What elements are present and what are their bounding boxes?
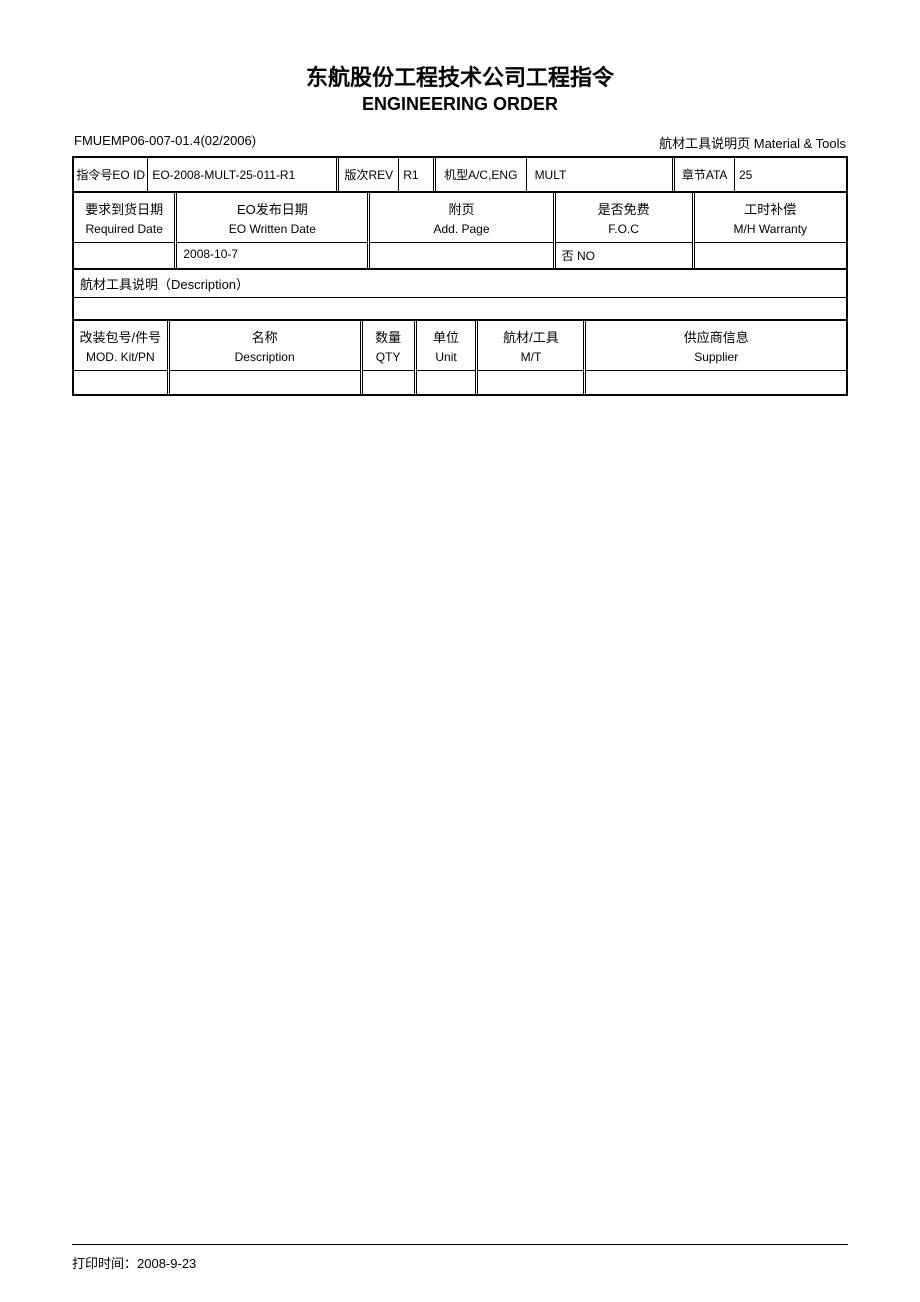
description-body [74,297,846,319]
parts-col-value [417,370,476,394]
form-code: FMUEMP06-007-01.4(02/2006) [74,133,256,152]
col-label-en: QTY [367,350,410,364]
eo-id-value: EO-2008-MULT-25-011-R1 [147,158,336,191]
parts-col-value [478,370,583,394]
col-label-zh: 供应商信息 [590,327,841,346]
footer: 打印时间：2008-9-23 [72,1244,848,1272]
col-label-zh: 附页 [374,199,548,218]
parts-col: 供应商信息 Supplier [583,321,845,394]
dates-col-value [74,242,174,268]
parts-col: 航材/工具 M/T [475,321,583,394]
col-label-en: Supplier [590,350,841,364]
parts-col-header: 航材/工具 M/T [478,321,583,370]
dates-col-value [695,242,846,268]
meta-row: FMUEMP06-007-01.4(02/2006) 航材工具说明页 Mater… [72,133,848,152]
parts-col-value [170,370,360,394]
parts-col: 单位 Unit [414,321,476,394]
col-label-en: F.O.C [560,222,688,236]
col-label-zh: EO发布日期 [181,199,363,218]
col-label-zh: 数量 [367,327,410,346]
col-label-en: M/H Warranty [699,222,842,236]
print-time: 打印时间：2008-9-23 [72,1253,848,1272]
col-label-zh: 改装包号/件号 [78,327,163,346]
parts-col-header: 供应商信息 Supplier [586,321,845,370]
dates-col-header: 工时补偿 M/H Warranty [695,193,846,242]
parts-col-header: 数量 QTY [363,321,414,370]
dates-col-header: 是否免费 F.O.C [556,193,692,242]
dates-col: 附页 Add. Page [367,193,552,268]
dates-col-header: 要求到货日期 Required Date [74,193,174,242]
identity-row: 指令号EO ID EO-2008-MULT-25-011-R1 版次REV R1… [74,158,846,193]
parts-col-header: 单位 Unit [417,321,476,370]
page-label: 航材工具说明页 Material & Tools [659,133,846,152]
col-label-zh: 工时补偿 [699,199,842,218]
rev-value: R1 [398,158,433,191]
col-label-zh: 要求到货日期 [78,199,170,218]
description-block: 航材工具说明（Description） [74,268,846,319]
dates-col: 工时补偿 M/H Warranty [692,193,846,268]
parts-col-header: 名称 Description [170,321,360,370]
main-table: 指令号EO ID EO-2008-MULT-25-011-R1 版次REV R1… [72,156,848,396]
dates-col-value: 否 NO [556,242,692,268]
dates-col: 要求到货日期 Required Date [74,193,174,268]
ac-value: MULT [526,158,673,191]
print-label: 打印时间： [72,1256,137,1271]
dates-row: 要求到货日期 Required Date EO发布日期 EO Written Date… [74,193,846,268]
dates-col-value: 2008-10-7 [177,242,367,268]
col-label-zh: 名称 [174,327,356,346]
col-label-en: Description [174,350,356,364]
col-label-zh: 航材/工具 [482,327,579,346]
col-label-en: Add. Page [374,222,548,236]
col-label-en: Required Date [78,222,170,236]
parts-col: 名称 Description [167,321,360,394]
description-label: 航材工具说明（Description） [74,270,846,297]
dates-col-value [370,242,552,268]
parts-row: 改装包号/件号 MOD. Kit/PN 名称 Description 数量 QTY 单位 Un… [74,319,846,394]
col-label-en: EO Written Date [181,222,363,236]
parts-col: 数量 QTY [360,321,414,394]
col-label-en: Unit [421,350,472,364]
title-en: ENGINEERING ORDER [72,94,848,115]
col-label-zh: 单位 [421,327,472,346]
parts-col: 改装包号/件号 MOD. Kit/PN [74,321,167,394]
dates-col-header: 附页 Add. Page [370,193,552,242]
ata-label: 章节ATA [672,158,734,191]
col-label-en: M/T [482,350,579,364]
document-header: 东航股份工程技术公司工程指令 ENGINEERING ORDER [72,60,848,115]
rev-label: 版次REV [336,158,398,191]
ata-value: 25 [734,158,846,191]
col-label-en: MOD. Kit/PN [78,350,163,364]
footer-separator [72,1244,848,1245]
dates-col: EO发布日期 EO Written Date 2008-10-7 [174,193,367,268]
parts-col-value [586,370,845,394]
parts-col-value [74,370,167,394]
eo-id-label: 指令号EO ID [74,158,147,191]
parts-col-header: 改装包号/件号 MOD. Kit/PN [74,321,167,370]
print-value: 2008-9-23 [137,1256,196,1271]
ac-label: 机型A/C,ENG [433,158,526,191]
parts-col-value [363,370,414,394]
dates-col: 是否免费 F.O.C 否 NO [553,193,692,268]
title-zh: 东航股份工程技术公司工程指令 [72,60,848,92]
dates-col-header: EO发布日期 EO Written Date [177,193,367,242]
col-label-zh: 是否免费 [560,199,688,218]
